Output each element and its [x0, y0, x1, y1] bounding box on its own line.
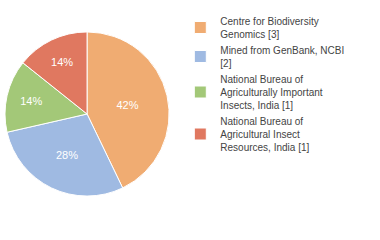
- svg-text:National Bureau ofAgricultural: National Bureau ofAgriculturally Importa…: [220, 74, 322, 111]
- svg-text:National Bureau ofAgricultural: National Bureau ofAgricultural InsectRes…: [220, 116, 309, 153]
- svg-text:Centre for BiodiversityGenomic: Centre for BiodiversityGenomics [3]: [220, 16, 318, 40]
- svg-text:14%: 14%: [20, 95, 42, 107]
- svg-text:28%: 28%: [56, 149, 78, 161]
- svg-text:42%: 42%: [116, 99, 138, 111]
- svg-text:14%: 14%: [51, 56, 73, 68]
- svg-text:Mined from GenBank, NCBI[2]: Mined from GenBank, NCBI[2]: [220, 45, 344, 69]
